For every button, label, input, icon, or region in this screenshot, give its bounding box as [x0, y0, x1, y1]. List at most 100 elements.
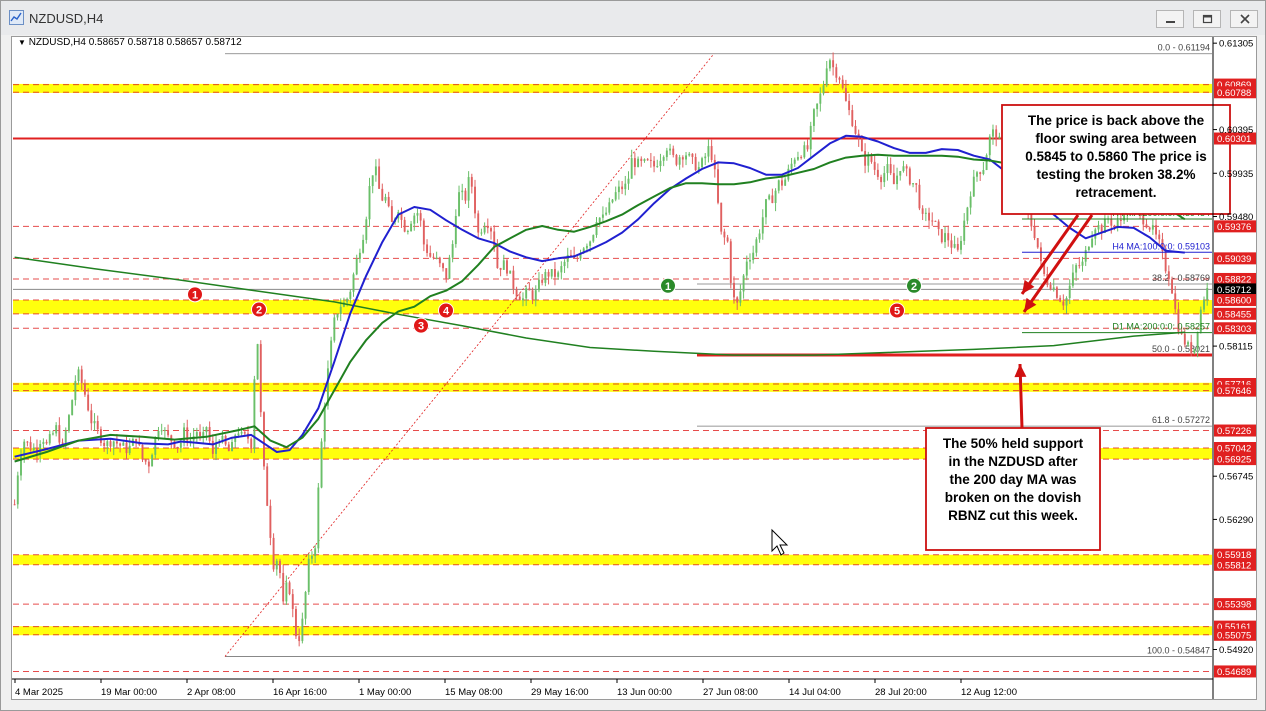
candle-body: [899, 170, 902, 176]
candle-body: [288, 582, 291, 595]
candle-body: [227, 444, 230, 452]
swing-marker: [251, 301, 267, 318]
candle-body: [199, 432, 202, 437]
candle-body: [851, 110, 854, 126]
candle-body: [128, 445, 131, 454]
candle-body: [1193, 348, 1196, 353]
candle-body: [307, 558, 310, 593]
support-resistance-zone: [13, 447, 1212, 460]
candle-body: [26, 441, 29, 443]
candle-body: [55, 425, 58, 434]
candle-body: [950, 240, 953, 248]
price-level-tag: [1214, 86, 1256, 99]
candle-body: [931, 220, 934, 222]
candle-body: [883, 173, 886, 183]
candle-body: [928, 212, 930, 221]
candle-body: [74, 381, 77, 401]
price-level-tag: [1214, 132, 1256, 145]
minimize-button[interactable]: [1156, 10, 1184, 28]
swing-marker-label: 1: [665, 281, 671, 293]
candle-body: [1187, 342, 1189, 345]
restore-button[interactable]: [1193, 10, 1221, 28]
price-level-label: 0.55161: [1217, 622, 1251, 633]
price-level-tag: [1214, 272, 1256, 285]
support-resistance-zone: [13, 300, 1212, 314]
candle-body: [944, 233, 946, 243]
swing-marker-label: 3: [418, 321, 424, 333]
candle-body: [812, 109, 815, 126]
candle-body: [20, 456, 22, 476]
candle-body: [777, 180, 780, 191]
candle-body: [729, 241, 732, 283]
candle-body: [454, 215, 457, 245]
candle-body: [768, 195, 771, 200]
annotation-arrow-1-head: [1022, 279, 1035, 294]
candle-body: [867, 155, 870, 166]
candle-body: [90, 410, 93, 424]
time-tick-label: 13 Jun 00:00: [617, 687, 672, 698]
fib-level-label: 38.2 - 0.58769: [1152, 273, 1210, 283]
swing-marker: [889, 302, 905, 319]
candle-body: [988, 136, 991, 156]
candle-body: [493, 231, 496, 247]
candle-body: [160, 430, 163, 432]
annotation-top-line: retracement.: [1075, 185, 1156, 200]
candle-body: [896, 175, 899, 185]
candle-body: [547, 271, 550, 277]
price-level-tag: [1214, 424, 1256, 437]
candle-body: [179, 442, 182, 448]
candle-body: [243, 432, 246, 434]
candle-body: [1158, 234, 1161, 240]
candle-body: [167, 430, 170, 436]
candle-body: [848, 100, 851, 111]
candle-body: [550, 269, 553, 277]
candle-body: [339, 306, 342, 315]
candle-body: [892, 173, 895, 185]
candle-body: [541, 279, 544, 283]
candle-body: [470, 177, 473, 187]
candle-body: [589, 241, 592, 246]
candle-body: [362, 239, 365, 253]
price-chart[interactable]: 0.0 - 0.61194 38.2 - 0.58769 50.0 - 0.5802…: [12, 37, 1256, 699]
candle-body: [13, 504, 16, 506]
price-level-label: 0.60788: [1217, 88, 1251, 99]
candle-body: [765, 199, 767, 218]
close-button[interactable]: [1230, 10, 1258, 28]
candle-body: [1087, 246, 1090, 251]
candle-body: [905, 166, 908, 169]
candle-body: [333, 317, 336, 341]
candle-body: [45, 441, 48, 444]
price-level-label: 0.57042: [1217, 443, 1251, 454]
candle-body: [553, 269, 556, 277]
candle-body: [844, 87, 847, 101]
candle-body: [477, 213, 480, 233]
candle-body: [80, 369, 83, 384]
candle-body: [953, 243, 956, 248]
candle-body: [1049, 284, 1052, 290]
annotation-arrow-2: [1022, 214, 1094, 313]
collapse-triangle-icon[interactable]: ▼: [18, 38, 26, 47]
candle-body: [627, 178, 630, 184]
candle-body: [809, 125, 812, 150]
chart-area[interactable]: 0.0 - 0.61194 38.2 - 0.58769 50.0 - 0.5802…: [11, 36, 1257, 700]
candle-body: [39, 443, 42, 455]
candle-body: [569, 254, 572, 256]
price-level-tag: [1214, 220, 1256, 233]
candle-body: [675, 154, 678, 165]
candle-body: [330, 340, 333, 369]
symbol-ohlc-info: ▼ NZDUSD,H4 0.58657 0.58718 0.58657 0.58…: [18, 37, 242, 48]
candle-body: [595, 222, 598, 236]
candle-body: [972, 176, 975, 197]
annotation-top-line: The price is back above the: [1028, 113, 1205, 128]
price-level-tag: [1214, 252, 1256, 265]
candle-body: [381, 188, 384, 201]
fib-level-label: 100.0 - 0.54847: [1147, 645, 1210, 655]
candle-body: [64, 430, 67, 443]
price-level-tag: [1214, 598, 1256, 611]
candle-body: [653, 160, 656, 167]
candle-body: [780, 180, 783, 186]
candle-body: [614, 192, 617, 200]
candle-body: [582, 248, 585, 253]
candle-body: [710, 146, 713, 160]
candle-body: [796, 157, 799, 160]
